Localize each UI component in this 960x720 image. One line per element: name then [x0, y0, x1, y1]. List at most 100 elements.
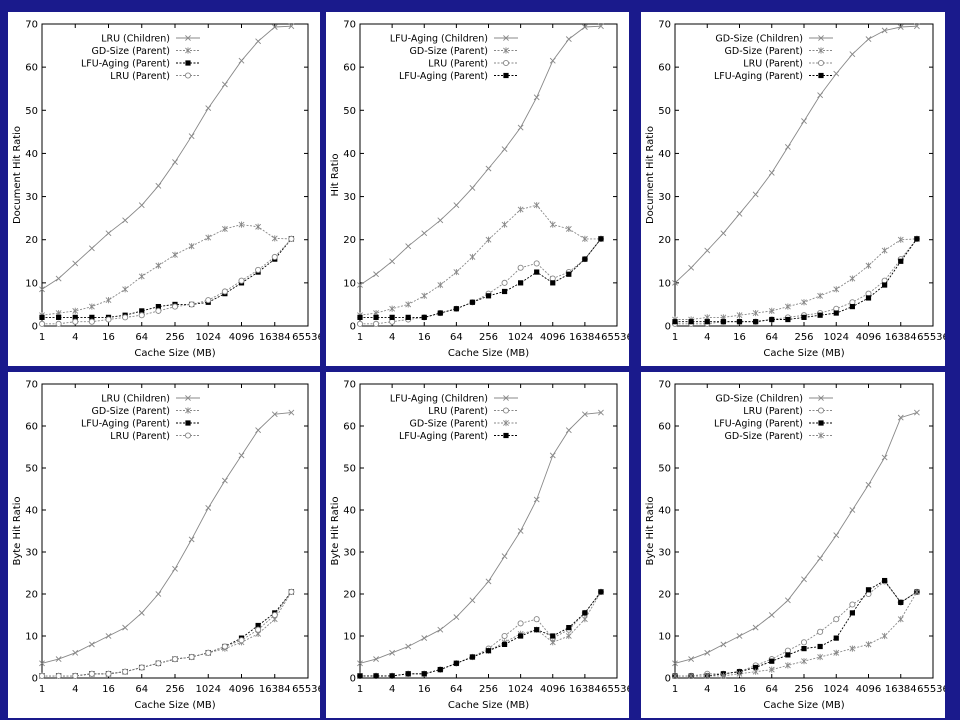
data-point — [238, 57, 245, 64]
data-point — [485, 578, 492, 585]
data-point — [581, 411, 588, 418]
data-point — [138, 664, 145, 671]
data-point — [437, 281, 444, 289]
data-point — [389, 258, 396, 265]
data-point — [784, 662, 791, 669]
data-point — [72, 649, 79, 656]
series-lru-parent — [671, 578, 920, 679]
data-point — [56, 314, 62, 320]
legend-label: GD-Size (Children) — [715, 394, 803, 405]
data-point — [598, 409, 604, 416]
data-point — [122, 217, 129, 224]
y-tick-label: 0 — [350, 674, 356, 685]
x-tick-label: 4096 — [229, 684, 254, 695]
data-point — [753, 664, 759, 671]
data-point — [421, 230, 428, 237]
data-point — [437, 626, 444, 633]
y-tick-label: 40 — [658, 149, 671, 160]
data-point — [914, 236, 920, 242]
data-point — [271, 253, 278, 261]
data-point — [881, 454, 888, 461]
data-point — [38, 320, 46, 327]
data-point — [833, 616, 840, 623]
data-point — [255, 38, 262, 45]
data-point — [598, 589, 604, 595]
data-point — [736, 670, 743, 677]
series-line — [674, 412, 918, 664]
x-tick-label: 4 — [72, 332, 78, 343]
data-point — [421, 671, 427, 677]
x-tick-label: 1024 — [824, 684, 849, 695]
x-tick-label: 1 — [39, 684, 45, 695]
x-tick-label: 256 — [794, 332, 813, 343]
data-point — [405, 301, 412, 308]
legend-marker — [184, 432, 192, 439]
legend-label: LFU-Aging (Parent) — [81, 419, 170, 430]
chart-3: 0 10 20 30 40 50 60 70 1 4 16 64 256 1024 4096 16384 655… — [645, 20, 945, 360]
data-point — [171, 656, 179, 663]
series-gd-size-children — [672, 409, 920, 667]
data-point — [598, 236, 604, 242]
data-point — [549, 452, 556, 459]
legend: GD-Size (Children)GD-Size (Parent) LRU (P… — [714, 34, 833, 82]
series-lru-parent — [671, 235, 920, 327]
legend-label: LRU (Children) — [101, 34, 170, 45]
data-point — [105, 633, 112, 639]
data-point — [88, 245, 95, 252]
series-lfu-aging-parent — [39, 589, 294, 679]
data-point — [205, 234, 212, 241]
data-point — [565, 225, 572, 233]
y-tick-label: 70 — [343, 380, 356, 391]
x-tick-label: 65536 — [917, 684, 945, 695]
data-point — [801, 299, 807, 306]
chart-5: 0 10 20 30 40 50 60 70 1 4 16 64 256 1024 4096 16384 655… — [330, 380, 629, 712]
data-point — [72, 672, 79, 679]
series-line — [42, 591, 292, 677]
data-point — [801, 576, 807, 583]
legend-marker — [185, 60, 191, 66]
data-point — [155, 303, 161, 310]
y-axis-title: Document Hit Ratio — [645, 126, 656, 224]
x-tick-label: 16 — [418, 684, 431, 695]
series-line — [360, 238, 602, 318]
data-point — [849, 51, 856, 58]
series-line — [360, 591, 602, 677]
data-point — [238, 277, 245, 284]
data-point — [421, 292, 428, 299]
legend-marker — [184, 72, 192, 79]
legend-label: LRU (Parent) — [428, 406, 488, 417]
data-point — [704, 247, 711, 254]
x-tick-label: 4 — [704, 684, 710, 695]
legend-marker — [817, 407, 825, 414]
x-tick-label: 256 — [794, 684, 813, 695]
x-tick-label: 4096 — [540, 332, 565, 343]
y-tick-label: 60 — [25, 422, 38, 433]
legend-label: GD-Size (Parent) — [92, 406, 170, 417]
y-tick-label: 40 — [25, 506, 38, 517]
data-point — [768, 169, 775, 176]
legend: LRU (Children)GD-Size (Parent) LFU-Aging … — [81, 34, 200, 82]
legend-marker — [502, 407, 510, 414]
y-tick-label: 0 — [665, 322, 671, 333]
y-tick-label: 70 — [25, 380, 38, 391]
legend-marker — [502, 59, 510, 67]
data-point — [598, 23, 604, 30]
data-point — [582, 610, 588, 616]
series-line — [42, 591, 292, 677]
series-line — [360, 591, 602, 677]
y-tick-label: 70 — [658, 20, 671, 31]
data-point — [704, 319, 710, 325]
data-point — [437, 310, 443, 316]
chart-4: 0 10 20 30 40 50 60 70 1 4 16 64 256 1024 4096 16384 655… — [12, 380, 320, 712]
y-tick-label: 0 — [665, 674, 671, 685]
data-point — [373, 320, 380, 327]
y-tick-label: 50 — [658, 106, 671, 117]
x-tick-label: 64 — [765, 684, 778, 695]
data-point — [897, 616, 904, 623]
series-gd-size-parent — [357, 202, 604, 319]
y-tick-label: 30 — [25, 548, 38, 559]
data-point — [533, 260, 540, 267]
data-point — [785, 316, 791, 323]
x-tick-label: 4096 — [856, 332, 881, 343]
data-point — [849, 303, 855, 310]
